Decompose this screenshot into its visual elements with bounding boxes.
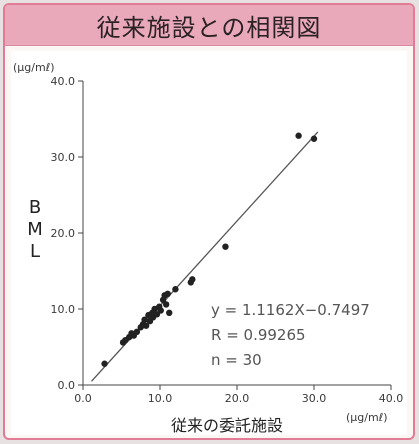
- data-point: [189, 276, 196, 283]
- regression-equation: y = 1.1162X−0.7497: [211, 301, 370, 319]
- data-point: [172, 286, 179, 293]
- y-label-letter: B: [29, 197, 41, 218]
- y-tick-label: 0.0: [58, 379, 76, 392]
- x-tick-label: 40.0: [379, 392, 404, 405]
- y-axis-label: BML: [27, 197, 43, 262]
- scatter-chart: (μg/mℓ) (μg/mℓ) BML 従来の委託施設 0.0 10.0 20.0 3…: [13, 61, 404, 435]
- data-point: [295, 132, 302, 139]
- x-axis-label: 従来の委託施設: [171, 416, 283, 435]
- x-tick-label: 20.0: [225, 392, 250, 405]
- y-unit-label: (μg/mℓ): [13, 61, 55, 74]
- x-unit-label: (μg/mℓ): [346, 411, 388, 424]
- data-point: [310, 135, 318, 142]
- y-tick-label: 10.0: [51, 303, 76, 316]
- data-point: [166, 309, 173, 316]
- data-point: [101, 360, 108, 367]
- y-label-letter: L: [30, 241, 40, 262]
- x-tick-label: 10.0: [148, 392, 173, 405]
- y-tick-label: 40.0: [51, 75, 76, 88]
- x-tick-label: 30.0: [302, 392, 327, 405]
- data-point: [164, 290, 171, 297]
- data-point: [141, 316, 148, 323]
- data-point: [142, 322, 150, 329]
- data-point: [157, 307, 164, 314]
- chart-title: 従来施設との相関図: [5, 5, 413, 46]
- sample-size: n = 30: [211, 351, 262, 369]
- y-tick-label: 30.0: [51, 151, 76, 164]
- data-point: [162, 301, 170, 308]
- x-tick-label: 0.0: [74, 392, 92, 405]
- data-point: [222, 243, 229, 250]
- y-label-letter: M: [27, 219, 43, 240]
- data-point: [133, 328, 141, 335]
- correlation-coefficient: R = 0.99265: [211, 326, 306, 344]
- y-tick-label: 20.0: [51, 227, 76, 240]
